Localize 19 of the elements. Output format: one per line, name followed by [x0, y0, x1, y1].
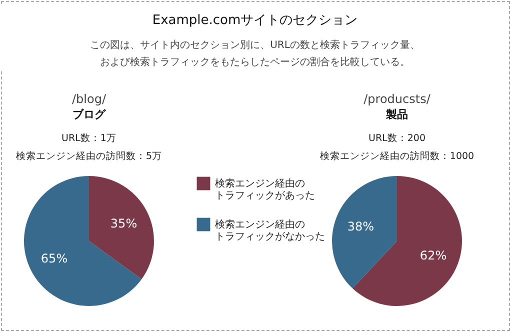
text: Example.comサイトのセクション: [152, 13, 358, 28]
chart-subtitle: 製品: [385, 108, 408, 121]
legend-label: 検索エンジン経由のトラフィックがあった: [215, 178, 315, 202]
pie-slice: [89, 176, 154, 280]
text: URL数：1万: [62, 133, 116, 144]
pie-slice: [24, 176, 142, 306]
text: この図は、サイト内のセクション別に、URLの数と検索トラフィック量、および検索トラフィックをもたらしたページの割合を比較している。: [90, 39, 420, 68]
data-label: 38%: [347, 220, 374, 234]
data-label: 35%: [110, 216, 138, 230]
legend-label: 検索エンジン経由のトラフィックがなかった: [215, 218, 325, 242]
data-label: 62%: [420, 248, 447, 262]
text: 検索エンジン経由の訪問数：5万: [16, 150, 162, 162]
chart-title: /producsts/: [364, 92, 432, 106]
chart-subtitle: ブログ: [72, 108, 106, 121]
chart-title: /blog/: [72, 92, 107, 106]
data-label: 65%: [40, 252, 68, 266]
text: URL数：200: [368, 133, 426, 144]
text: 検索エンジン経由の訪問数：1000: [320, 150, 474, 162]
pie-slice: [332, 176, 397, 288]
